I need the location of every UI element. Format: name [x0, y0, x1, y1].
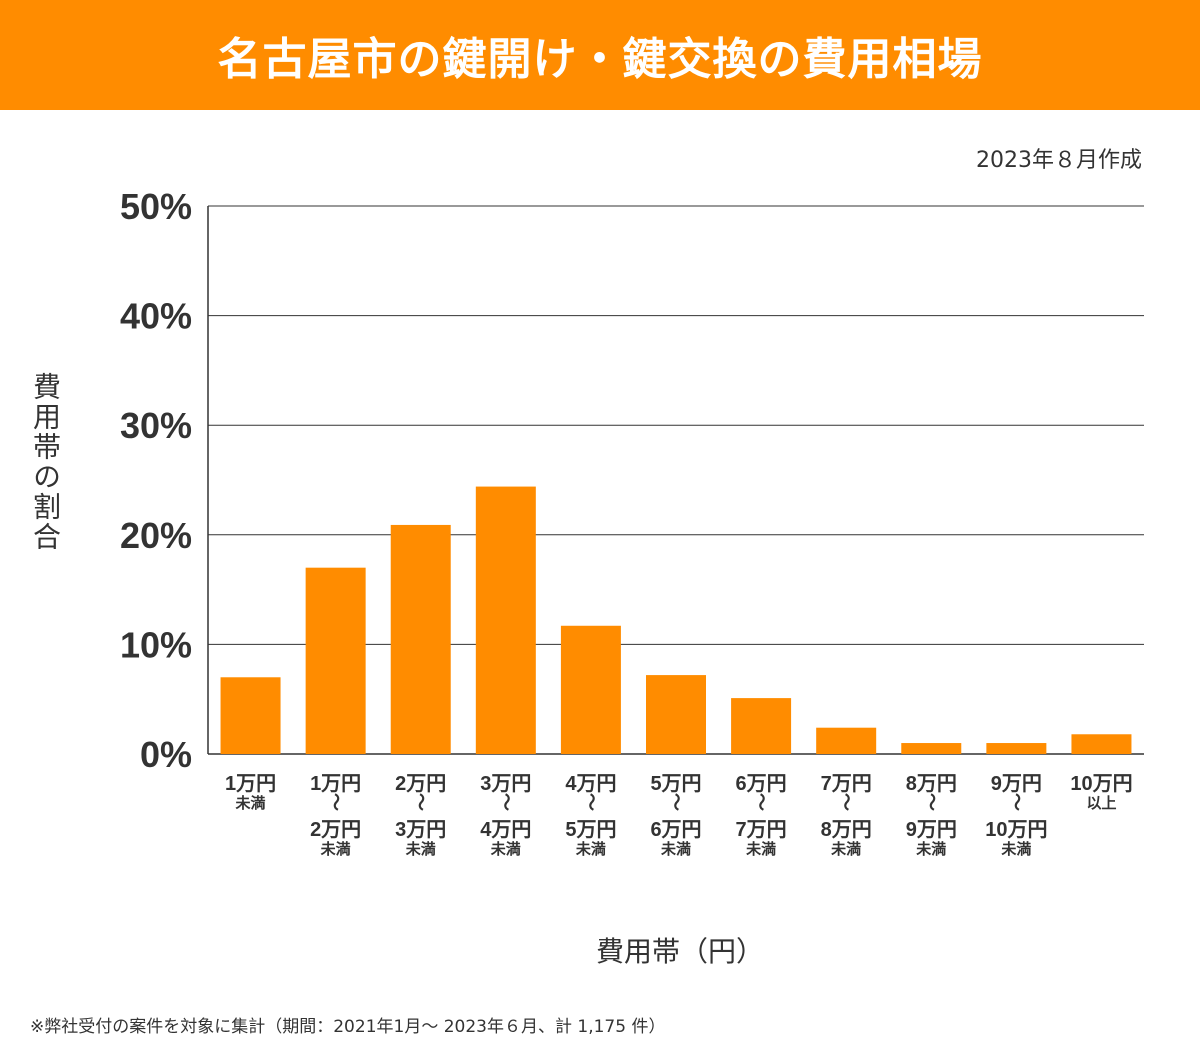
- x-tick-label: 3万円: [480, 773, 531, 795]
- bar: [560, 625, 621, 754]
- y-axis-title: 費用帯の割合: [29, 372, 62, 552]
- y-tick-label: 40%: [120, 296, 192, 337]
- bar: [731, 698, 792, 754]
- y-tick-label: 20%: [120, 515, 192, 556]
- x-tick-label: 4万円: [480, 819, 531, 841]
- x-tick-label: 未満: [745, 840, 776, 858]
- x-tick-label: 6万円: [736, 773, 787, 795]
- x-tick-label: 7万円: [736, 819, 787, 841]
- x-tick-label: 〜: [666, 793, 686, 811]
- x-tick-label: 未満: [915, 840, 946, 858]
- bar: [220, 677, 281, 754]
- y-tick-label: 0%: [140, 734, 192, 775]
- x-tick-label: 5万円: [650, 773, 701, 795]
- x-tick-label: 以上: [1086, 795, 1116, 812]
- x-tick-label: 未満: [320, 840, 351, 858]
- x-tick-label: 未満: [490, 840, 521, 858]
- x-tick-label: 〜: [836, 793, 856, 811]
- x-tick-label: 〜: [411, 793, 431, 811]
- bar: [305, 567, 366, 754]
- x-tick-label: 〜: [921, 793, 941, 811]
- x-tick-label: 7万円: [821, 773, 872, 795]
- x-tick-label: 2万円: [310, 819, 361, 841]
- y-tick-label: 30%: [120, 405, 192, 446]
- x-tick-label: 未満: [660, 840, 691, 858]
- title-banner: 名古屋市の鍵開け・鍵交換の費用相場: [0, 0, 1200, 110]
- x-tick-label: 10万円: [1070, 773, 1132, 795]
- x-axis-title: 費用帯（円）: [595, 935, 764, 968]
- x-tick-label: 未満: [405, 840, 436, 858]
- bar: [901, 743, 962, 754]
- x-tick-label: 未満: [235, 794, 266, 812]
- x-tick-label: 5万円: [565, 819, 616, 841]
- bar: [816, 727, 877, 754]
- x-tick-label: 1万円: [310, 773, 361, 795]
- x-tick-label: 2万円: [395, 773, 446, 795]
- bar: [475, 486, 536, 754]
- x-tick-label: 〜: [326, 793, 346, 811]
- x-tick-label: 10万円: [985, 819, 1047, 841]
- bar: [1071, 734, 1132, 754]
- x-tick-label: 未満: [1000, 840, 1031, 858]
- x-tick-label: 〜: [496, 793, 516, 811]
- x-tick-label: 4万円: [565, 773, 616, 795]
- x-tick-label: 6万円: [650, 819, 701, 841]
- x-tick-label: 未満: [830, 840, 861, 858]
- chart-title: 名古屋市の鍵開け・鍵交換の費用相場: [217, 34, 983, 85]
- bar: [390, 524, 451, 754]
- x-tick-label: 未満: [575, 840, 606, 858]
- x-tick-label: 3万円: [395, 819, 446, 841]
- x-tick-label: 8万円: [821, 819, 872, 841]
- created-date: 2023年８月作成: [976, 148, 1142, 173]
- bar: [646, 675, 706, 754]
- x-tick-label: 〜: [581, 793, 601, 811]
- x-tick-label: 8万円: [906, 773, 957, 795]
- bar: [986, 743, 1047, 754]
- y-tick-label: 50%: [120, 186, 192, 227]
- x-tick-label: 〜: [751, 793, 771, 811]
- x-tick-label: 9万円: [906, 819, 957, 841]
- y-tick-label: 10%: [120, 624, 192, 665]
- footnote: ※弊社受付の案件を対象に集計（期間：2021年1月～ 2023年６月、計 1,1…: [30, 1017, 666, 1037]
- x-tick-label: 9万円: [991, 773, 1042, 795]
- x-tick-label: 1万円: [225, 773, 276, 795]
- x-tick-label: 〜: [1006, 793, 1026, 811]
